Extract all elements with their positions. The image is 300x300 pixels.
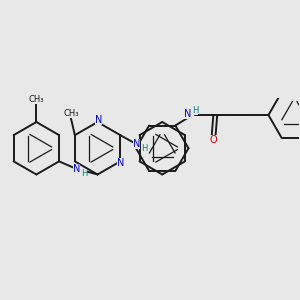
Text: H: H [141, 144, 147, 153]
Text: N: N [117, 158, 125, 168]
Text: N: N [73, 164, 80, 174]
Text: O: O [210, 136, 217, 146]
Text: CH₃: CH₃ [28, 95, 44, 104]
Text: H: H [192, 106, 198, 115]
Text: N: N [95, 115, 102, 125]
Text: N: N [133, 139, 140, 149]
Text: H: H [81, 169, 87, 178]
Text: CH₃: CH₃ [63, 109, 79, 118]
Text: N: N [184, 109, 191, 119]
